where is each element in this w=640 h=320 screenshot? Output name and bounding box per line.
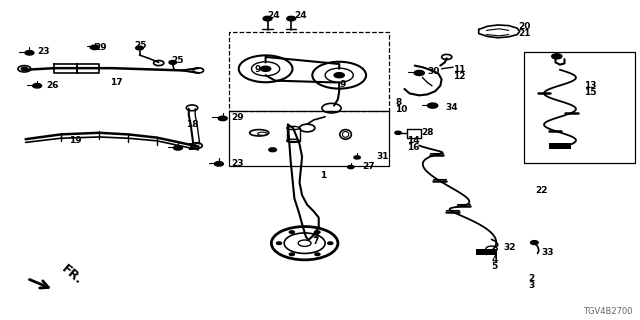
Text: 32: 32 — [503, 244, 516, 252]
Circle shape — [328, 242, 333, 244]
Text: 8: 8 — [396, 98, 402, 107]
Text: 4: 4 — [492, 255, 498, 264]
Circle shape — [348, 165, 354, 169]
Text: 20: 20 — [518, 22, 531, 31]
Circle shape — [269, 148, 276, 152]
Circle shape — [169, 60, 177, 64]
Text: 26: 26 — [187, 143, 200, 152]
Text: 9: 9 — [339, 80, 346, 89]
Text: 21: 21 — [518, 29, 531, 38]
Circle shape — [25, 51, 34, 55]
Text: 10: 10 — [396, 105, 408, 114]
Text: 15: 15 — [584, 88, 596, 97]
Circle shape — [136, 46, 143, 50]
Circle shape — [263, 16, 272, 21]
Circle shape — [90, 45, 99, 50]
Text: 17: 17 — [110, 78, 123, 87]
Text: 3: 3 — [529, 281, 535, 290]
Circle shape — [428, 103, 438, 108]
Circle shape — [214, 162, 223, 166]
Text: 24: 24 — [268, 12, 280, 20]
Text: FR.: FR. — [59, 263, 85, 288]
Text: 29: 29 — [232, 113, 244, 122]
Circle shape — [33, 84, 42, 88]
Text: 26: 26 — [47, 81, 60, 90]
Circle shape — [260, 66, 271, 71]
Text: 24: 24 — [294, 12, 307, 20]
Circle shape — [298, 240, 311, 246]
Circle shape — [552, 54, 562, 59]
Text: 16: 16 — [407, 143, 420, 152]
Text: 19: 19 — [69, 136, 82, 145]
Text: 31: 31 — [376, 152, 389, 161]
Circle shape — [289, 253, 294, 256]
Text: 33: 33 — [541, 248, 554, 257]
Circle shape — [218, 116, 227, 121]
Text: 5: 5 — [492, 262, 498, 271]
Text: 30: 30 — [428, 68, 440, 76]
Circle shape — [289, 231, 294, 233]
Text: 9: 9 — [255, 65, 261, 74]
Text: 23: 23 — [37, 47, 50, 56]
Bar — [229, 32, 389, 111]
Circle shape — [287, 16, 296, 21]
Text: 28: 28 — [421, 128, 434, 137]
Text: 14: 14 — [407, 136, 420, 145]
Circle shape — [276, 242, 282, 244]
Circle shape — [334, 73, 344, 78]
Text: 13: 13 — [584, 81, 596, 90]
Bar — [229, 111, 389, 166]
Text: 23: 23 — [232, 159, 244, 168]
Text: 29: 29 — [95, 43, 108, 52]
Text: 27: 27 — [362, 162, 375, 171]
Circle shape — [173, 146, 182, 150]
Circle shape — [354, 156, 360, 159]
Circle shape — [414, 70, 424, 76]
Circle shape — [395, 131, 401, 134]
Circle shape — [315, 231, 320, 233]
Text: 18: 18 — [186, 120, 198, 129]
Text: 1: 1 — [320, 171, 326, 180]
Text: 34: 34 — [445, 103, 458, 112]
Circle shape — [531, 241, 538, 244]
Text: 12: 12 — [453, 72, 466, 81]
Circle shape — [315, 253, 320, 256]
Text: 25: 25 — [134, 41, 147, 50]
Text: 25: 25 — [172, 56, 184, 65]
Text: 7: 7 — [312, 237, 319, 246]
Text: 11: 11 — [453, 65, 466, 74]
Text: 6: 6 — [312, 230, 319, 239]
Text: 22: 22 — [535, 186, 548, 195]
Text: 2: 2 — [529, 274, 535, 283]
Circle shape — [21, 67, 28, 70]
Bar — [524, 52, 635, 163]
Text: TGV4B2700: TGV4B2700 — [583, 307, 632, 316]
